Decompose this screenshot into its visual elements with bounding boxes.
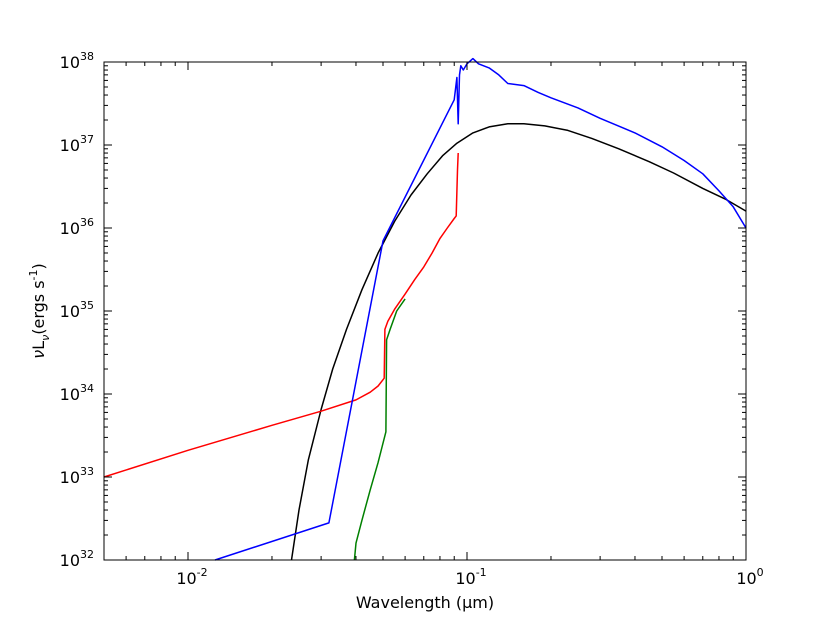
y-tick-label: 1034 bbox=[60, 382, 94, 404]
x-tick-label: 10-1 bbox=[455, 566, 486, 588]
x-axis-title: Wavelength (μm) bbox=[356, 593, 494, 612]
y-axis-title: νLν(ergs s-1) bbox=[27, 263, 52, 359]
series-line-4 bbox=[214, 57, 747, 561]
y-tick-label: 1036 bbox=[60, 216, 94, 238]
tick-layer: 10-2 10-1 100 1032 1033 1034 1035 1036 1037 1038 bbox=[60, 50, 764, 588]
y-tick-label: 1037 bbox=[60, 133, 94, 155]
y-tick-label: 1038 bbox=[60, 50, 94, 72]
plot-frame bbox=[103, 61, 747, 561]
y-tick-label: 1033 bbox=[60, 465, 94, 487]
series-line-3 bbox=[353, 298, 406, 561]
x-tick-label: 100 bbox=[736, 566, 763, 588]
x-tick-label: 10-2 bbox=[176, 566, 207, 588]
series-line-1 bbox=[290, 123, 747, 561]
series-layer bbox=[103, 57, 747, 561]
y-tick-label: 1035 bbox=[60, 299, 94, 321]
series-line-2 bbox=[103, 152, 459, 478]
y-tick-label: 1032 bbox=[60, 548, 94, 570]
